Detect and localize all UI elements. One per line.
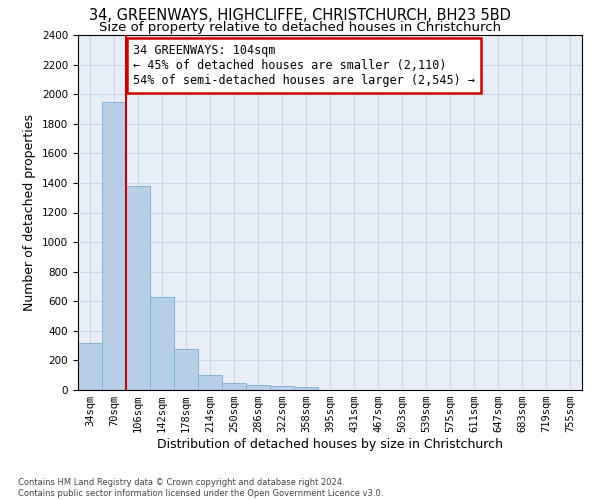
Text: Size of property relative to detached houses in Christchurch: Size of property relative to detached ho…	[99, 21, 501, 34]
Y-axis label: Number of detached properties: Number of detached properties	[23, 114, 37, 311]
Bar	[174, 350, 198, 390]
Bar	[222, 383, 246, 390]
Bar	[294, 387, 318, 390]
Bar	[150, 297, 174, 390]
Bar	[246, 385, 270, 390]
Bar	[78, 344, 102, 390]
Bar	[198, 375, 222, 390]
X-axis label: Distribution of detached houses by size in Christchurch: Distribution of detached houses by size …	[157, 438, 503, 451]
Bar	[102, 102, 126, 390]
Text: Contains HM Land Registry data © Crown copyright and database right 2024.
Contai: Contains HM Land Registry data © Crown c…	[18, 478, 383, 498]
Text: 34 GREENWAYS: 104sqm
← 45% of detached houses are smaller (2,110)
54% of semi-de: 34 GREENWAYS: 104sqm ← 45% of detached h…	[133, 44, 475, 87]
Bar	[270, 386, 294, 390]
Text: 34, GREENWAYS, HIGHCLIFFE, CHRISTCHURCH, BH23 5BD: 34, GREENWAYS, HIGHCLIFFE, CHRISTCHURCH,…	[89, 8, 511, 22]
Bar	[126, 186, 150, 390]
